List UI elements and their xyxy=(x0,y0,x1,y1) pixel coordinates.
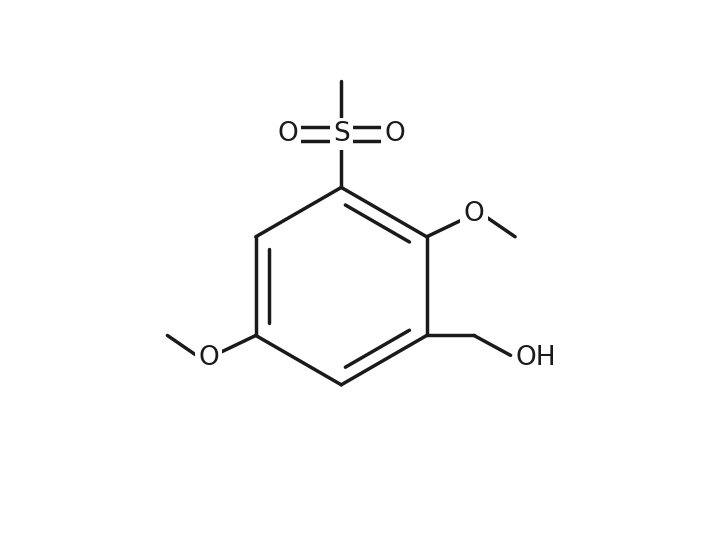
Text: O: O xyxy=(384,121,405,147)
Text: OH: OH xyxy=(515,345,555,371)
Text: S: S xyxy=(333,121,350,147)
Text: O: O xyxy=(198,345,219,371)
Text: O: O xyxy=(278,121,298,147)
Text: O: O xyxy=(463,201,484,227)
